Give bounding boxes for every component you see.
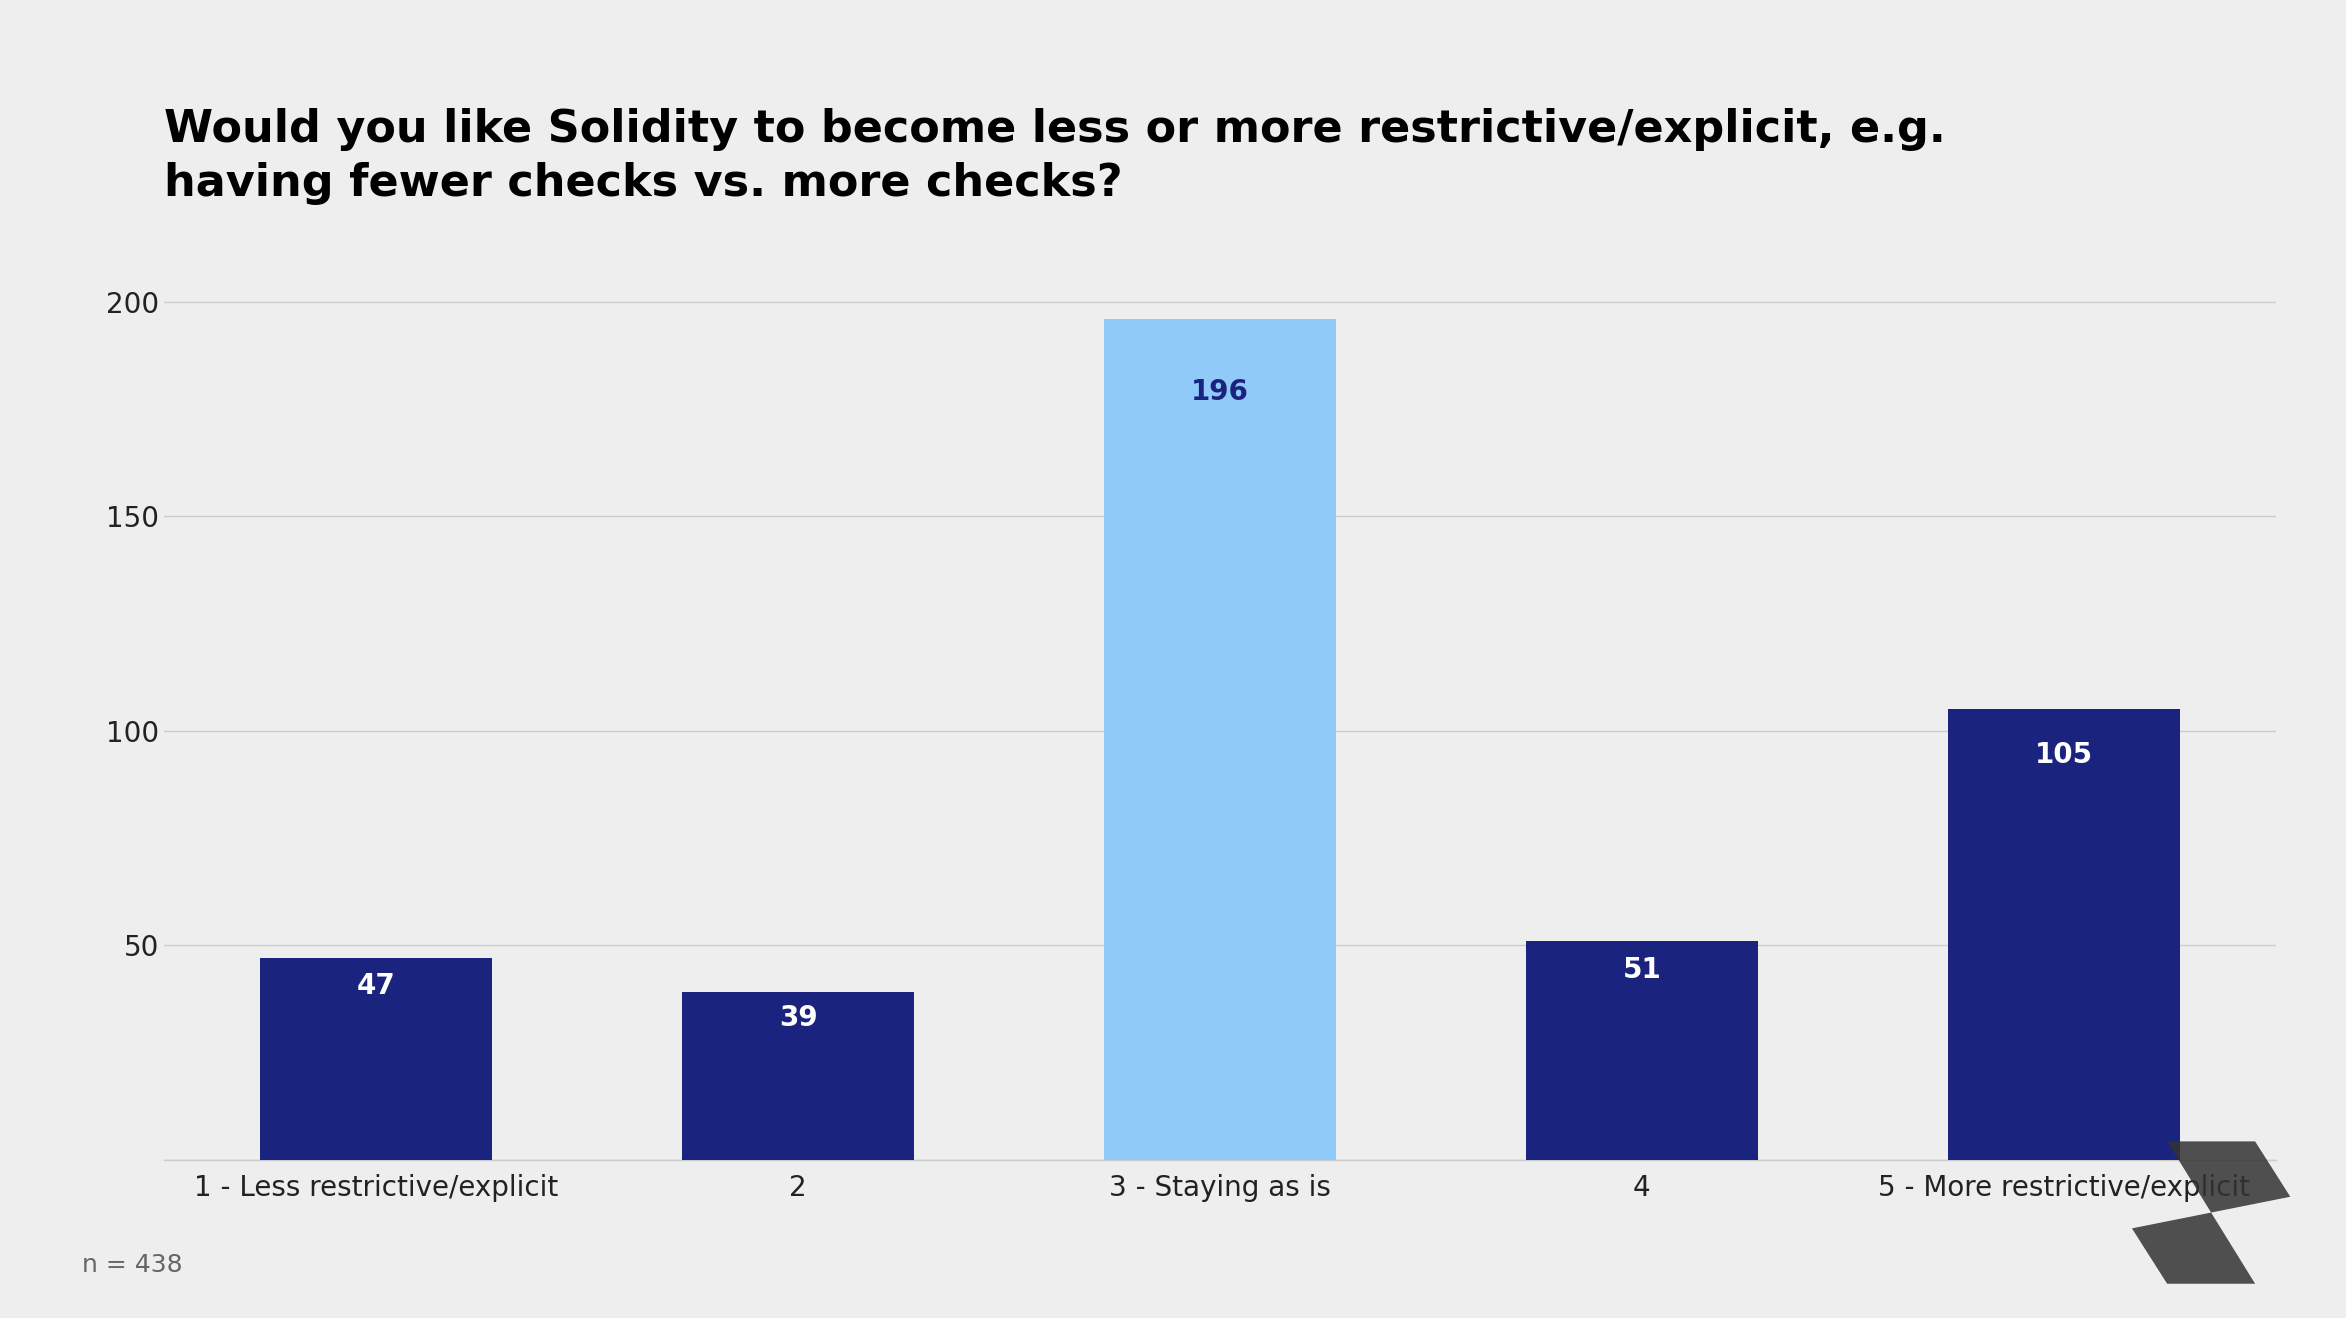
Text: n = 438: n = 438	[82, 1253, 183, 1277]
Text: 196: 196	[1192, 378, 1248, 406]
Text: 51: 51	[1623, 957, 1661, 985]
Bar	[260, 958, 493, 1160]
Bar	[1105, 319, 1335, 1160]
Text: 39: 39	[779, 1004, 816, 1032]
Polygon shape	[2133, 1213, 2255, 1284]
Text: 47: 47	[357, 973, 396, 1000]
Bar	[1525, 941, 1757, 1160]
Polygon shape	[2168, 1141, 2290, 1213]
Text: Would you like Solidity to become less or more restrictive/explicit, e.g.
having: Would you like Solidity to become less o…	[164, 108, 1945, 204]
Text: 105: 105	[2034, 741, 2093, 768]
Bar	[1947, 709, 2179, 1160]
Bar	[683, 992, 915, 1160]
